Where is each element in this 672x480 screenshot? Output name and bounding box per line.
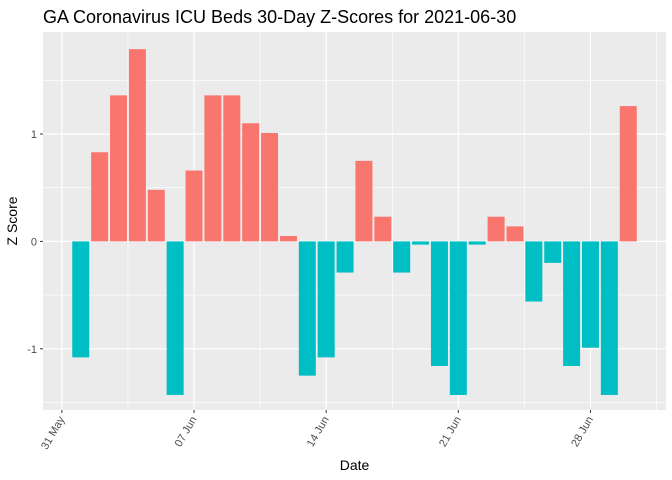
y-tick-label: 0: [31, 236, 37, 248]
bar: [242, 123, 260, 242]
bar: [393, 241, 411, 273]
x-tick-label: 21 Jun: [437, 415, 464, 450]
bar: [563, 241, 581, 366]
x-axis: 31 May 07 Jun 14 Jun 21 Jun 28 Jun: [39, 410, 596, 452]
bar: [223, 95, 241, 242]
bar: [72, 241, 90, 358]
y-axis: -1 0 1: [27, 129, 43, 356]
x-tick-label: 14 Jun: [305, 415, 332, 450]
bar: [600, 241, 618, 395]
bar: [355, 160, 373, 242]
bar: [544, 241, 562, 263]
plot-panel: [43, 32, 666, 410]
y-tick-label: -1: [27, 344, 37, 356]
bar: [468, 241, 486, 245]
bar: [374, 216, 392, 242]
y-tick-label: 1: [31, 129, 37, 141]
bar: [581, 241, 599, 348]
bar: [298, 241, 316, 376]
bar: [336, 241, 354, 273]
bar: [525, 241, 543, 302]
chart-title: GA Coronavirus ICU Beds 30-Day Z-Scores …: [43, 7, 516, 27]
x-tick-label: 07 Jun: [173, 415, 200, 450]
bar: [91, 152, 109, 242]
bar: [317, 241, 335, 358]
bar: [279, 236, 297, 242]
bar: [506, 226, 524, 242]
x-tick-label: 28 Jun: [569, 415, 596, 450]
x-axis-title: Date: [340, 457, 370, 473]
bar: [619, 106, 637, 242]
bar: [261, 132, 279, 242]
bar: [204, 95, 222, 242]
bar: [110, 95, 128, 242]
bar: [128, 49, 146, 242]
bar: [487, 216, 505, 242]
x-tick-label: 31 May: [39, 414, 68, 452]
bars: [72, 49, 637, 395]
bar: [430, 241, 448, 366]
bar: [147, 189, 165, 242]
bar: [449, 241, 467, 395]
y-axis-title: Z Score: [4, 196, 20, 245]
bar: [412, 241, 430, 245]
bar: [166, 241, 184, 395]
bar: [185, 170, 203, 242]
